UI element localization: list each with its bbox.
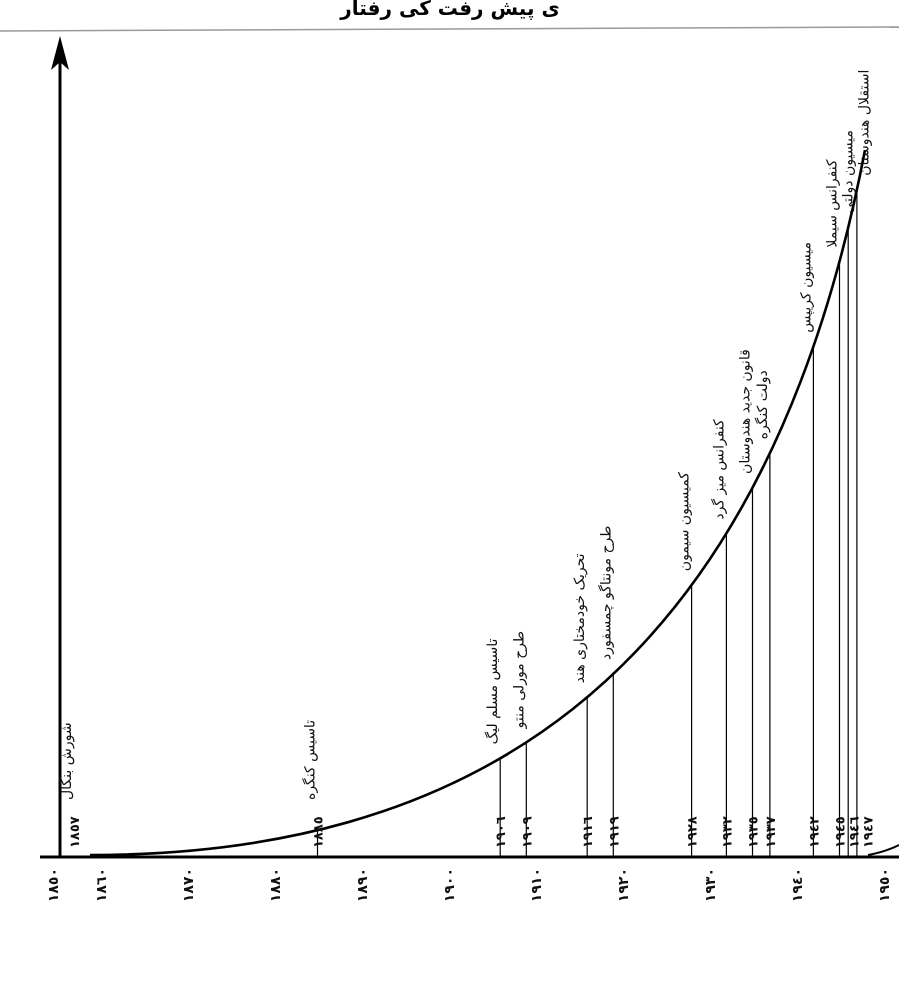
x-tick-label: ١٩٣٠ [703, 868, 719, 902]
event-year-label: ١٩٣٢ [720, 816, 735, 848]
event-year-label: ١٨٥٧ [68, 816, 83, 848]
event-label: تاسیس مسلم لیگ [484, 638, 501, 744]
x-tick-label: ١٩٤٠ [790, 868, 806, 902]
event-label: طرح مونتاگو چمسفورد [597, 526, 614, 660]
event-year-label: ١٩٤٧ [862, 816, 877, 848]
event-label: شورش بنگال [58, 722, 75, 800]
event-year-label: ١٩٠٩ [520, 816, 535, 848]
axis-end-stub [867, 844, 899, 856]
event-label: تحریک خودمختاری هند [572, 553, 588, 683]
event-markers: ١٨٥٧ شورش بنگال ١٨٨٥ تاسیس کنگره ١٩٠٦ تاسیس م… [58, 70, 877, 856]
event-year-label: ١٩٤٢ [807, 816, 822, 848]
event-year-label: ١٩٣٧ [764, 816, 779, 848]
x-tick-label: ١٩٥٠ [877, 868, 893, 902]
event-year-label: ١٩٤٦ [848, 816, 863, 848]
event-year-label: ١٩٢٨ [686, 816, 701, 848]
event-label: طرح مورلی منتو [511, 631, 527, 729]
event-label: قانون جدید هندوستان [738, 349, 754, 474]
x-tick-label: ١٨٨٠ [268, 868, 284, 902]
x-tick-label: ١٩٠٠ [442, 868, 458, 902]
x-tick-label: ١٨٥٠ [46, 868, 62, 902]
x-tick-label: ١٩١٠ [529, 868, 545, 902]
event-label: میسیون کریپس [798, 242, 814, 333]
x-axis-ticks: ١٨٥٠ ١٨٦٠ ١٨٧٠ ١٨٨٠ ١٨٩٠ ١٩٠٠ ١٩١٠ ١٩٢٠ ١٩٣٠ ١٩٤٠… [46, 868, 893, 902]
event-label: دولت کنگره [754, 370, 771, 439]
event-year-label: ١٩٠٦ [494, 816, 509, 848]
x-tick-label: ١٩٢٠ [616, 868, 632, 902]
event-year-label: ١٩٣٥ [747, 816, 762, 848]
event-label: کمیسیون سیمون [677, 472, 693, 572]
x-tick-label: ١٨٧٠ [181, 868, 197, 902]
progress-curve [89, 149, 867, 857]
event-label: تاسیس کنگره [302, 720, 319, 800]
scan-edge [0, 26, 899, 32]
event-label: میسیون دولتی [841, 130, 857, 214]
event-label: کنفرانس سیملا [825, 159, 841, 248]
event-year-label: ١٩١٦ [581, 816, 596, 848]
x-tick-label: ١٨٩٠ [355, 868, 371, 902]
event-label: کنفرانس میز گرد [710, 419, 727, 520]
event-label: استقلال هندوستان [857, 70, 873, 176]
chart-title: ی پیش رفت کی رفتار [339, 0, 560, 21]
y-axis-arrow-icon [51, 36, 69, 70]
x-tick-label: ١٨٦٠ [94, 868, 110, 902]
event-year-label: ١٩٤٥ [834, 816, 849, 848]
event-year-label: ١٨٨٥ [312, 816, 327, 848]
event-year-label: ١٩١٩ [607, 816, 622, 848]
